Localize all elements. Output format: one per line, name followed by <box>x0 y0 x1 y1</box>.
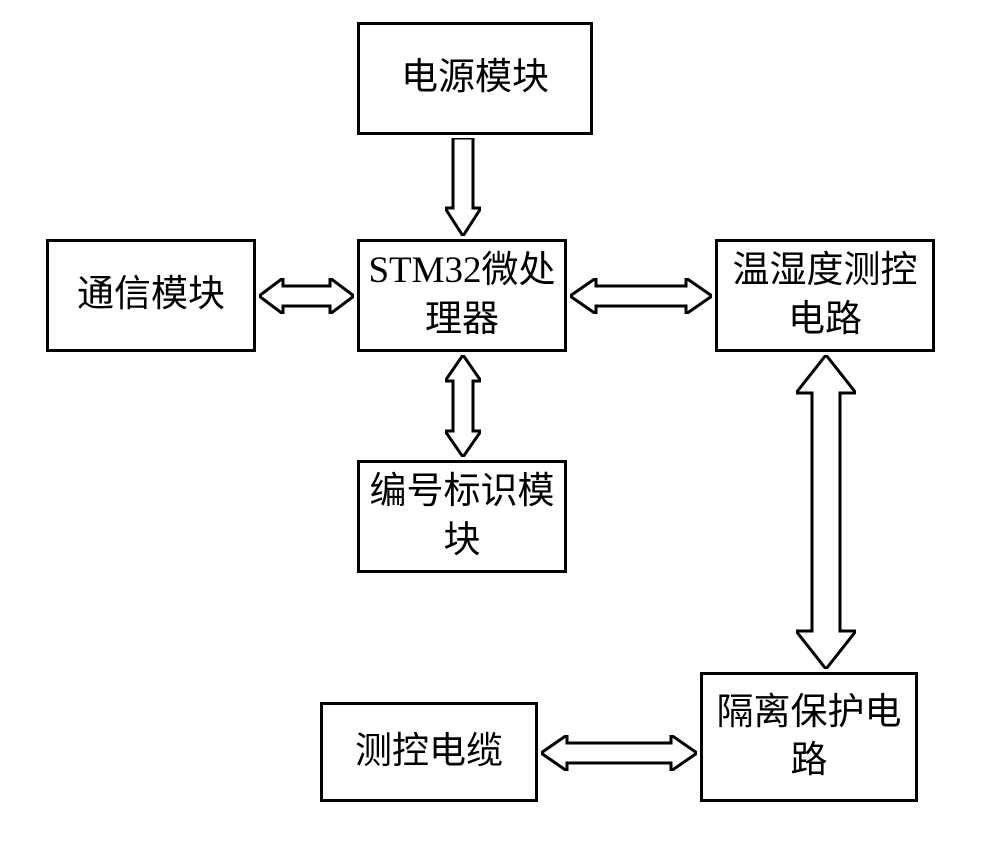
isolation-label: 隔离保护电路 <box>703 689 915 785</box>
arrow-mcu-id <box>445 355 481 457</box>
sensor-node: 温湿度测控电路 <box>715 239 935 352</box>
power-label: 电源模块 <box>401 54 549 102</box>
mcu-node: STM32微处理器 <box>357 239 567 352</box>
cable-label: 测控电缆 <box>355 728 503 776</box>
id-node: 编号标识模块 <box>357 460 567 573</box>
arrow-comm-mcu <box>259 278 354 314</box>
arrow-power-mcu <box>445 138 481 236</box>
arrow-sensor-isolation <box>796 355 856 669</box>
mcu-label: STM32微处理器 <box>360 247 564 343</box>
arrow-mcu-sensor <box>570 278 712 314</box>
comm-label: 通信模块 <box>77 271 225 319</box>
cable-node: 测控电缆 <box>320 702 538 802</box>
isolation-node: 隔离保护电路 <box>700 672 918 802</box>
arrow-cable-isolation <box>541 735 697 771</box>
sensor-label: 温湿度测控电路 <box>718 247 932 343</box>
id-label: 编号标识模块 <box>360 468 564 564</box>
comm-node: 通信模块 <box>46 239 256 352</box>
power-node: 电源模块 <box>357 22 593 135</box>
